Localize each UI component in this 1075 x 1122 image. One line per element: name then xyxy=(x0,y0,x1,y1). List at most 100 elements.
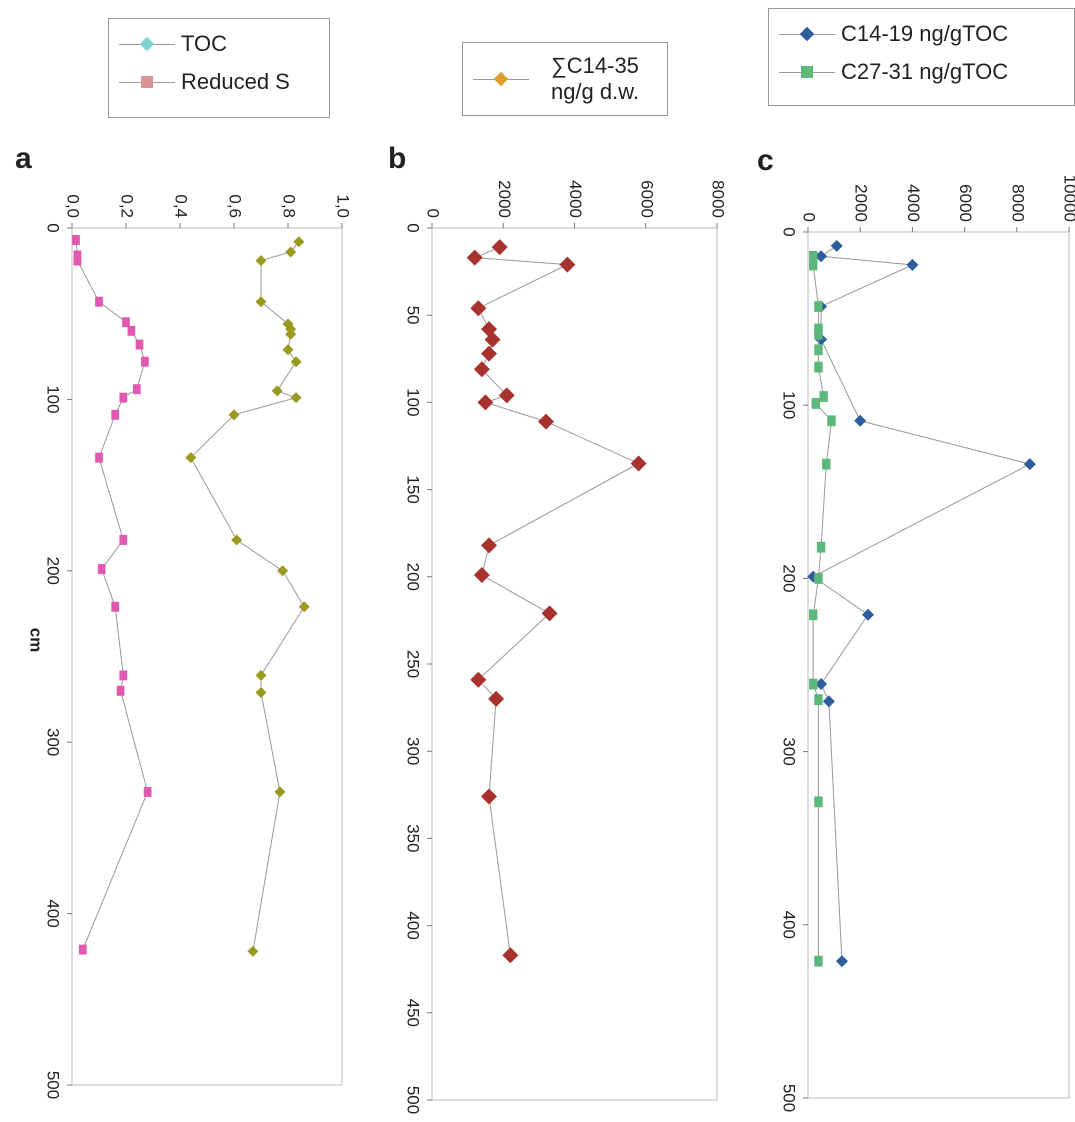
marker xyxy=(285,246,297,258)
x-tick-label: 150 xyxy=(404,475,423,503)
x-tick-label: 0 xyxy=(404,223,423,232)
legend: TOC Reduced S xyxy=(108,18,330,118)
x-tick-label: 300 xyxy=(44,728,63,756)
marker xyxy=(298,601,310,613)
marker xyxy=(811,398,821,409)
marker xyxy=(822,458,831,470)
legend-label: Reduced S xyxy=(181,69,290,94)
x-tick-label: 300 xyxy=(780,737,799,765)
legend-entry: C14-19 ng/gTOC xyxy=(779,15,1064,53)
legend-marker xyxy=(141,76,153,88)
x-tick-label: 300 xyxy=(404,737,423,765)
marker xyxy=(143,786,152,797)
marker xyxy=(502,947,519,964)
x-tick-label: 400 xyxy=(780,911,799,939)
x-tick-label: 100 xyxy=(404,388,423,416)
legend: ∑C14-35 ng/g d.w. xyxy=(462,42,668,116)
y-tick-label: 6000 xyxy=(637,180,656,218)
legend-marker xyxy=(493,71,509,87)
legend-label: C14-19 ng/gTOC xyxy=(841,21,1009,46)
y-tick-label: 1,0 xyxy=(334,194,353,218)
y-tick-label: 4000 xyxy=(566,180,585,218)
y-tick-label: 0,4 xyxy=(172,194,191,218)
y-tick-label: 0 xyxy=(424,209,443,218)
marker xyxy=(809,259,818,271)
x-tick-label: 200 xyxy=(44,557,63,585)
marker xyxy=(255,255,267,267)
x-tick-label: 350 xyxy=(404,824,423,852)
marker xyxy=(809,678,818,690)
marker xyxy=(809,250,818,262)
legend-symbol xyxy=(473,69,529,89)
legend-entry: ∑C14-35 ng/g d.w. xyxy=(473,49,657,109)
marker xyxy=(135,339,144,350)
y-tick-label: 4000 xyxy=(904,184,923,222)
legend-symbol xyxy=(779,62,835,82)
marker xyxy=(814,301,823,312)
marker xyxy=(290,392,302,404)
marker xyxy=(116,685,125,696)
series-line xyxy=(190,241,305,952)
marker xyxy=(814,361,823,373)
marker xyxy=(498,387,515,404)
marker xyxy=(481,537,497,554)
marker xyxy=(473,567,490,584)
panel-label: b xyxy=(388,142,406,175)
x-tick-label: 450 xyxy=(404,999,423,1027)
x-tick-label: 500 xyxy=(780,1084,799,1112)
marker xyxy=(285,328,297,340)
y-tick-label: 8000 xyxy=(1008,184,1027,222)
marker xyxy=(481,345,497,362)
x-tick-label: 250 xyxy=(404,650,423,678)
panel-label: c xyxy=(757,144,774,177)
marker xyxy=(73,250,82,261)
marker xyxy=(906,258,919,271)
x-tick-label: 0 xyxy=(44,223,63,232)
marker xyxy=(277,565,289,577)
x-tick-label: 500 xyxy=(404,1086,423,1114)
marker xyxy=(488,690,505,707)
y-tick-label: 10000 xyxy=(1061,175,1075,222)
marker xyxy=(827,415,836,427)
marker xyxy=(255,669,267,681)
marker xyxy=(814,344,823,356)
marker xyxy=(470,300,487,317)
legend-symbol xyxy=(779,24,835,44)
y-tick-label: 0,0 xyxy=(64,194,83,218)
y-tick-label: 0,8 xyxy=(280,194,299,218)
y-tick-label: 0,2 xyxy=(118,194,137,218)
marker xyxy=(814,328,823,340)
marker xyxy=(630,455,647,472)
marker xyxy=(111,601,120,612)
legend-label: C27-31 ng/gTOC xyxy=(841,59,1009,84)
x-tick-label: 400 xyxy=(44,899,63,927)
marker xyxy=(815,250,828,263)
marker xyxy=(228,409,240,421)
marker xyxy=(72,235,80,245)
marker xyxy=(95,452,103,463)
marker xyxy=(247,945,259,957)
marker xyxy=(255,686,267,698)
marker xyxy=(141,356,149,367)
marker xyxy=(290,356,302,368)
series-line xyxy=(812,245,1032,962)
legend-entry: Reduced S xyxy=(119,63,319,101)
marker xyxy=(119,534,128,545)
marker xyxy=(814,955,823,967)
marker xyxy=(95,296,103,307)
marker xyxy=(132,384,141,395)
legend-symbol xyxy=(119,72,175,92)
plot-frame xyxy=(71,227,343,1086)
marker xyxy=(477,394,494,411)
marker xyxy=(822,695,835,708)
marker xyxy=(814,796,823,808)
y-tick-label: 0 xyxy=(800,213,819,222)
marker xyxy=(282,344,294,356)
marker xyxy=(293,236,305,248)
marker xyxy=(491,239,508,256)
marker xyxy=(814,694,823,706)
marker xyxy=(127,325,136,336)
marker xyxy=(484,331,501,348)
x-tick-label: 50 xyxy=(404,306,423,325)
